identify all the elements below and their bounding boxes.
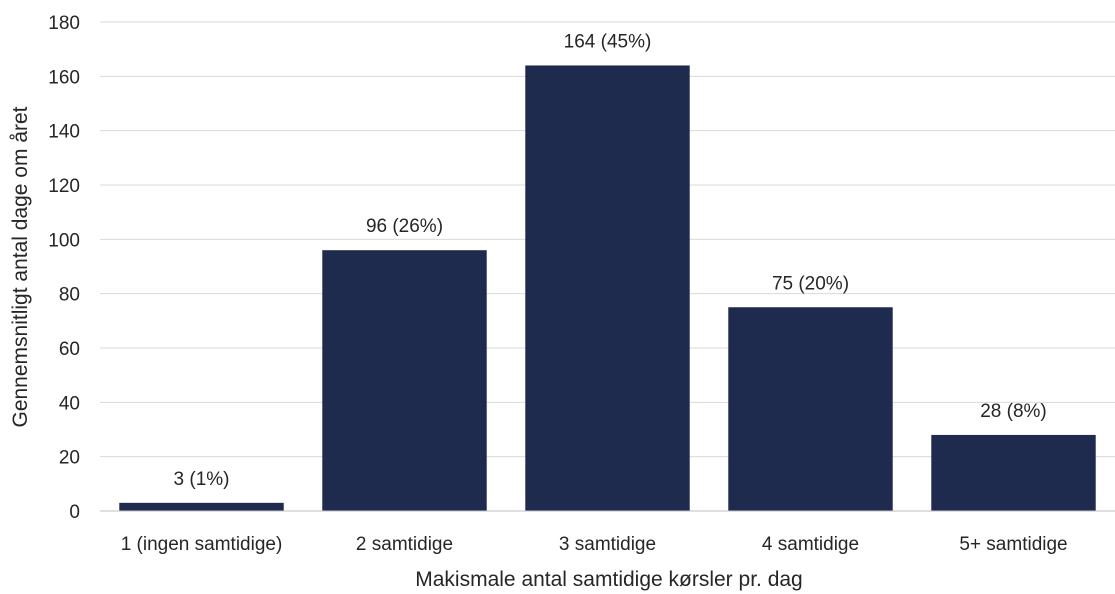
bar [322, 250, 487, 511]
data-label: 75 (20%) [772, 273, 849, 294]
y-tick-label: 20 [59, 448, 80, 469]
data-label: 28 (8%) [980, 401, 1047, 422]
data-label: 96 (26%) [366, 216, 443, 237]
y-tick-label: 120 [48, 176, 80, 197]
y-tick-label: 0 [69, 502, 80, 523]
x-axis-title: Makismale antal samtidige kørsler pr. da… [415, 568, 803, 591]
bar [525, 65, 690, 511]
bar [728, 307, 893, 511]
y-tick-labels: 0 20 40 60 80 100 120 140 160 180 [48, 13, 80, 523]
y-tick-label: 60 [59, 339, 80, 360]
y-tick-label: 160 [48, 67, 80, 88]
y-tick-label: 180 [48, 13, 80, 34]
x-tick-label: 5+ samtidige [959, 534, 1067, 555]
x-tick-labels: 1 (ingen samtidige) 2 samtidige 3 samtidig… [121, 534, 1068, 555]
y-axis-title: Gennemsnitligt antal dage om året [9, 106, 32, 427]
x-tick-label: 4 samtidige [762, 534, 859, 555]
bar [119, 502, 284, 511]
x-tick-label: 1 (ingen samtidige) [121, 534, 283, 555]
y-tick-label: 80 [59, 285, 80, 306]
data-label: 3 (1%) [174, 469, 230, 490]
x-tick-label: 3 samtidige [559, 534, 656, 555]
x-tick-label: 2 samtidige [356, 534, 453, 555]
y-tick-label: 140 [48, 122, 80, 143]
data-labels: 3 (1%) 96 (26%) 164 (45%) 75 (20%) 28 (8%) [174, 31, 1047, 489]
data-label: 164 (45%) [564, 31, 652, 52]
bars [119, 65, 1096, 511]
y-tick-label: 40 [59, 393, 80, 414]
bar [931, 434, 1096, 511]
y-tick-label: 100 [48, 230, 80, 251]
